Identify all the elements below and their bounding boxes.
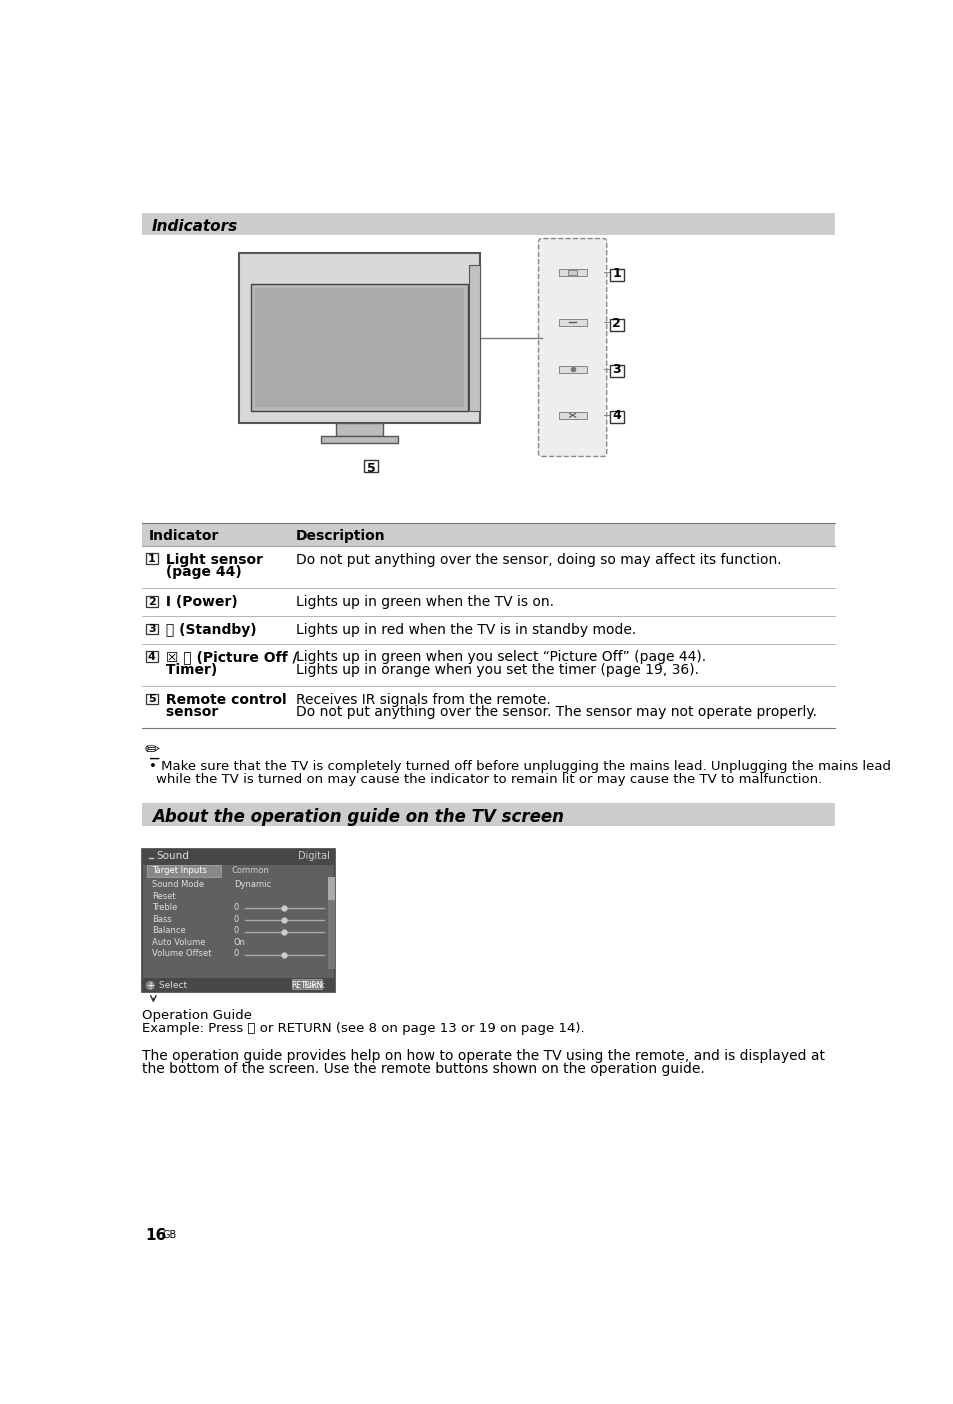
Text: 5: 5 [366,462,375,475]
Bar [239,253,479,423]
Text: Lights up in green when you select “Picture Off” (page 44).: Lights up in green when you select “Pict… [295,650,705,664]
Bar [142,522,835,546]
Text: 1: 1 [612,267,620,279]
Circle shape [146,981,154,990]
Text: Example: Press ⓪ or RETURN (see 8 on page 13 or 19 on page 14).: Example: Press ⓪ or RETURN (see 8 on pag… [142,1022,584,1035]
Text: About the operation guide on the TV screen: About the operation guide on the TV scre… [152,809,563,827]
Text: Description: Description [295,529,385,543]
Text: Sound Mode: Sound Mode [152,880,204,889]
Bar [558,411,586,418]
Text: 1: 1 [148,555,155,564]
Text: Common: Common [232,866,269,875]
Text: the bottom of the screen. Use the remote buttons shown on the operation guide.: the bottom of the screen. Use the remote… [142,1063,704,1077]
Bar [146,623,158,635]
Bar [142,849,335,865]
Text: Reset: Reset [152,892,175,900]
Text: 5: 5 [148,695,155,705]
Bar [609,268,623,281]
Bar [142,977,335,991]
Bar [142,213,835,234]
Text: 0: 0 [233,914,239,924]
Text: sensor: sensor [161,705,218,719]
Text: Back: Back [303,981,325,990]
Text: Select: Select [156,981,188,990]
Text: On: On [233,938,246,946]
Text: GB: GB [162,1230,176,1240]
Text: Do not put anything over the sensor, doing so may affect its function.: Do not put anything over the sensor, doi… [295,553,781,567]
Bar [320,437,397,442]
Text: I (Power): I (Power) [161,595,237,609]
Bar [364,459,377,472]
Bar [335,423,382,437]
Bar [146,595,158,607]
FancyBboxPatch shape [537,239,606,456]
Bar [328,878,335,969]
Text: 0: 0 [233,927,239,935]
Text: 0: 0 [233,903,239,913]
Text: 3: 3 [148,625,155,635]
Text: Target Inputs: Target Inputs [152,866,207,875]
Text: (page 44): (page 44) [161,564,242,578]
Bar [609,365,623,378]
Bar [558,365,586,372]
Text: Digital: Digital [298,851,330,862]
Bar [142,803,835,826]
Bar [609,319,623,331]
Text: Balance: Balance [152,927,185,935]
Text: Treble: Treble [152,903,177,913]
Text: 4: 4 [612,410,620,423]
Text: 4: 4 [148,651,155,663]
Text: RETURN: RETURN [291,981,322,990]
Text: Indicator: Indicator [149,529,219,543]
Bar [328,878,335,900]
Bar [251,284,468,411]
Text: Operation Guide: Operation Guide [142,1008,253,1022]
Text: 0: 0 [233,949,239,959]
Text: Volume Offset: Volume Offset [152,949,211,959]
Bar [146,694,158,705]
Bar [558,319,586,326]
Text: ✏̲: ✏̲ [144,741,159,760]
Bar [567,270,577,275]
Bar [146,651,158,663]
Text: The operation guide provides help on how to operate the TV using the remote, and: The operation guide provides help on how… [142,1049,824,1063]
Text: Sound: Sound [156,851,189,862]
Text: Auto Volume: Auto Volume [152,938,205,946]
Text: Timer): Timer) [161,663,217,677]
Bar [468,265,479,411]
Text: Bass: Bass [152,914,172,924]
Text: Light sensor: Light sensor [161,553,263,567]
Text: Receives IR signals from the remote.: Receives IR signals from the remote. [295,692,550,706]
Text: Dynamic: Dynamic [233,880,271,889]
Bar [558,270,586,277]
Text: ☒ ⏻ (Picture Off /: ☒ ⏻ (Picture Off / [161,650,297,664]
Bar [146,553,158,564]
Text: 16: 16 [146,1228,167,1243]
Text: 3: 3 [612,364,620,376]
Text: 2: 2 [148,597,155,607]
Text: +: + [146,981,154,991]
Text: Lights up in green when the TV is on.: Lights up in green when the TV is on. [295,595,554,609]
Text: Remote control: Remote control [161,692,287,706]
Text: while the TV is turned on may cause the indicator to remain lit or may cause the: while the TV is turned on may cause the … [155,774,821,786]
Bar [254,288,464,407]
Text: Lights up in orange when you set the timer (page 19, 36).: Lights up in orange when you set the tim… [295,663,699,677]
Text: Lights up in red when the TV is in standby mode.: Lights up in red when the TV is in stand… [295,623,636,637]
Text: ⏻ (Standby): ⏻ (Standby) [161,623,256,637]
Bar [142,849,335,991]
Bar [147,865,220,878]
Text: Do not put anything over the sensor. The sensor may not operate properly.: Do not put anything over the sensor. The… [295,705,816,719]
Text: • Make sure that the TV is completely turned off before unplugging the mains lea: • Make sure that the TV is completely tu… [149,760,890,772]
Bar [609,411,623,424]
Text: Indicators: Indicators [152,219,238,233]
Text: 2: 2 [612,317,620,330]
Bar [292,980,321,988]
